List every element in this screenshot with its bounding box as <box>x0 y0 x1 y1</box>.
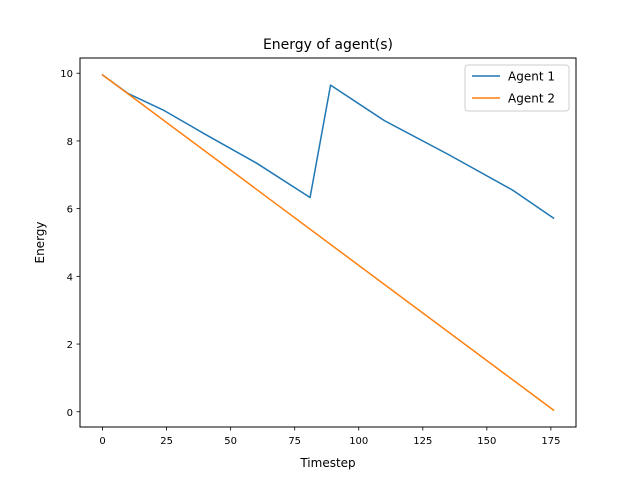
x-tick-label: 125 <box>413 436 432 447</box>
y-tick-label: 4 <box>67 272 73 283</box>
x-axis-label: Timestep <box>299 456 355 470</box>
y-tick-label: 8 <box>67 137 73 148</box>
legend-label-agent-2: Agent 2 <box>508 92 555 106</box>
y-axis: 0 2 4 6 8 10 <box>60 69 80 419</box>
x-tick-label: 50 <box>224 436 237 447</box>
legend-label-agent-1: Agent 1 <box>508 70 555 84</box>
chart-title: Energy of agent(s) <box>263 37 393 53</box>
x-axis: 0 25 50 75 100 125 150 175 <box>99 427 560 447</box>
series-line-agent-2 <box>101 73 555 412</box>
plot-frame <box>79 57 577 428</box>
y-tick-label: 0 <box>67 408 73 419</box>
x-tick-label: 150 <box>477 436 496 447</box>
plot-lines <box>101 73 555 412</box>
y-axis-label: Energy <box>33 221 47 263</box>
x-tick-label: 0 <box>99 436 105 447</box>
legend: Agent 1 Agent 2 <box>464 64 570 112</box>
series-line-agent-1 <box>101 73 555 220</box>
y-tick-label: 10 <box>60 69 73 80</box>
y-tick-label: 2 <box>67 340 73 351</box>
x-tick-label: 175 <box>541 436 560 447</box>
x-tick-label: 100 <box>349 436 368 447</box>
x-tick-label: 75 <box>288 436 301 447</box>
y-tick-label: 6 <box>67 205 73 216</box>
x-tick-label: 25 <box>160 436 173 447</box>
